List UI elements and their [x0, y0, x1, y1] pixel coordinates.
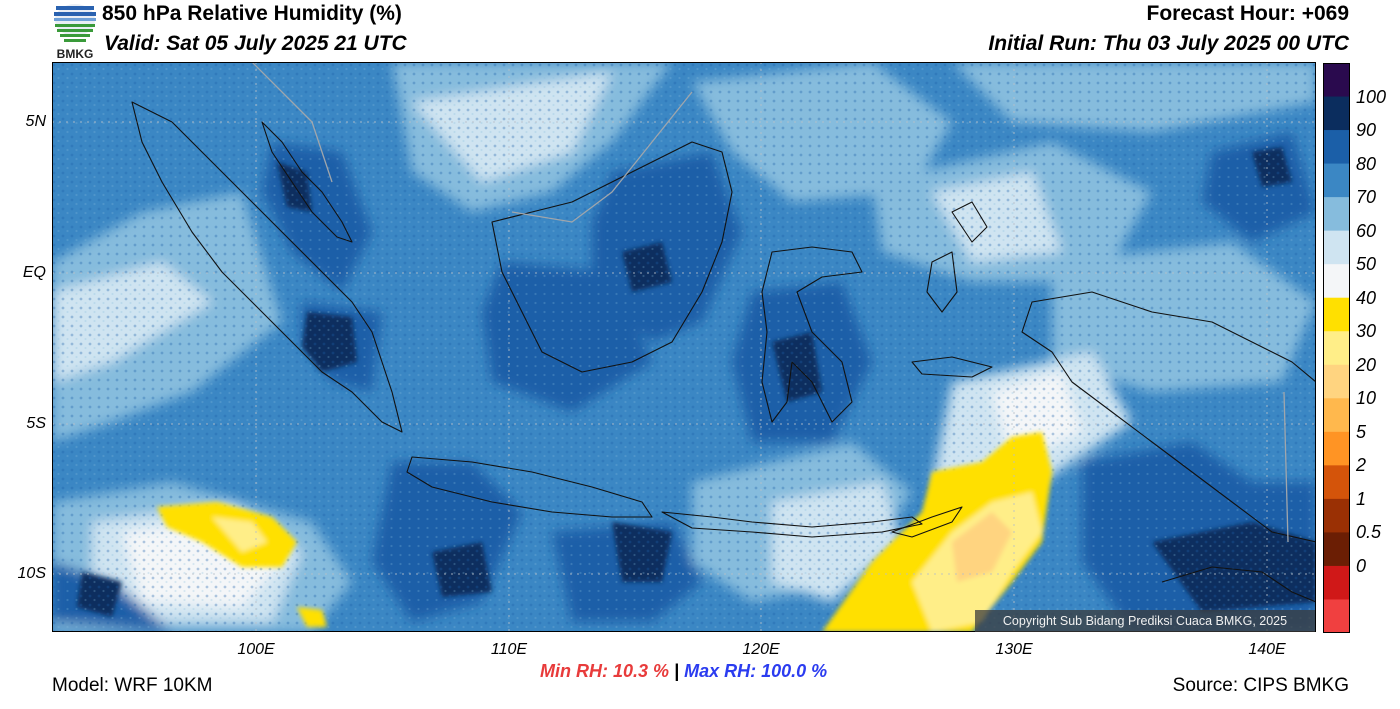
min-rh: Min RH: 10.3 % — [540, 661, 670, 681]
source-label: Source: CIPS BMKG — [1172, 675, 1349, 696]
colorbar-swatch — [1323, 565, 1350, 600]
colorbar-swatch — [1323, 532, 1350, 567]
map-title: 850 hPa Relative Humidity (%) — [102, 2, 402, 25]
colorbar-swatch — [1323, 297, 1350, 332]
colorbar-label: 2 — [1356, 455, 1367, 476]
colorbar-label: 30 — [1356, 321, 1377, 342]
colorbar-label: 80 — [1356, 153, 1377, 174]
lat-label-5s: 5S — [26, 415, 46, 432]
valid-time: Valid: Sat 05 July 2025 21 UTC — [104, 32, 407, 55]
logo-text: BMKG — [57, 47, 94, 61]
colorbar-label: 90 — [1356, 120, 1377, 141]
colorbar-swatch — [1323, 331, 1350, 366]
colorbar-swatch — [1323, 364, 1350, 399]
lon-label-130e: 130E — [995, 641, 1033, 658]
colorbar-swatch — [1323, 465, 1350, 500]
lon-label-100e: 100E — [237, 641, 275, 658]
colorbar-swatch — [1323, 197, 1350, 232]
colorbar-label: 0.5 — [1356, 522, 1382, 543]
colorbar-swatch — [1323, 63, 1350, 98]
colorbar-swatch — [1323, 264, 1350, 299]
colorbar-swatch — [1323, 431, 1350, 466]
lon-label-140e: 140E — [1248, 641, 1286, 658]
lat-label-10s: 10S — [17, 565, 46, 582]
humidity-map — [52, 61, 1317, 632]
colorbar-swatch — [1323, 599, 1350, 634]
colorbar-label: 5 — [1356, 421, 1367, 442]
copyright-notice: Copyright Sub Bidang Prediksi Cuaca BMKG… — [975, 610, 1315, 632]
bmkg-logo: BMKG — [50, 0, 100, 62]
colorbar-swatch — [1323, 96, 1350, 131]
min-max-rh: Min RH: 10.3 % | Max RH: 100.0 % — [540, 661, 827, 682]
colorbar-label: 40 — [1356, 287, 1377, 308]
colorbar-label: 70 — [1356, 187, 1377, 208]
colorbar-label: 50 — [1356, 254, 1377, 275]
lon-label-120e: 120E — [742, 641, 780, 658]
colorbar-label: 20 — [1356, 354, 1377, 375]
colorbar-label: 60 — [1356, 220, 1377, 241]
colorbar-label: 100 — [1356, 86, 1387, 107]
colorbar — [1323, 63, 1350, 634]
colorbar-swatch — [1323, 498, 1350, 533]
colorbar-swatch — [1323, 163, 1350, 198]
model-label: Model: WRF 10KM — [52, 675, 213, 696]
colorbar-swatch — [1323, 230, 1350, 265]
lon-label-110e: 110E — [490, 641, 528, 658]
lat-label-eq: EQ — [22, 264, 46, 281]
colorbar-swatch — [1323, 130, 1350, 165]
lat-label-5n: 5N — [25, 113, 46, 130]
initial-run: Initial Run: Thu 03 July 2025 00 UTC — [988, 32, 1349, 55]
colorbar-label: 0 — [1356, 555, 1367, 576]
min-max-separator: | — [669, 661, 685, 681]
max-rh: Max RH: 100.0 % — [684, 661, 828, 681]
colorbar-label: 10 — [1356, 388, 1377, 409]
colorbar-swatch — [1323, 398, 1350, 433]
forecast-hour: Forecast Hour: +069 — [1146, 2, 1350, 25]
colorbar-frame — [1323, 63, 1350, 633]
colorbar-label: 1 — [1356, 488, 1367, 509]
